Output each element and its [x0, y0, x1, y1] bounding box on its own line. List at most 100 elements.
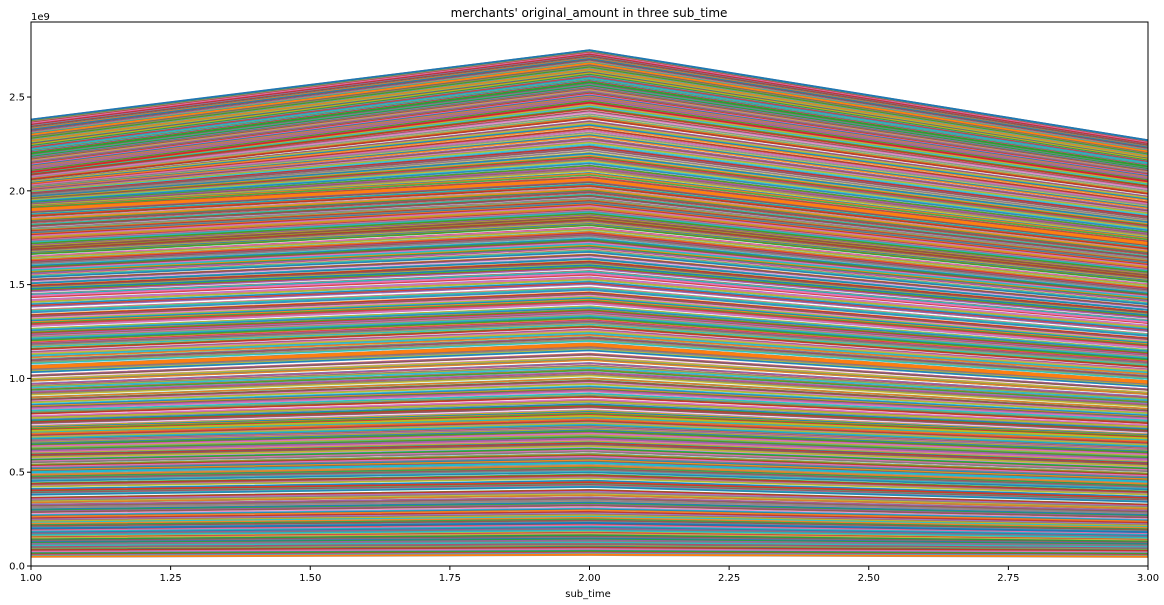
merchant-line: [31, 79, 1148, 166]
merchant-line: [31, 309, 1148, 354]
merchant-line: [31, 235, 1148, 292]
merchant-line: [31, 219, 1148, 279]
merchant-line: [31, 450, 1148, 472]
series-line: [31, 414, 1148, 440]
merchant-line: [31, 212, 1148, 273]
merchant-line: [31, 211, 1148, 272]
merchant-line: [31, 437, 1148, 460]
merchant-line: [31, 502, 1148, 517]
merchant-line: [31, 241, 1148, 298]
x-tick-label: 1.00: [20, 573, 42, 584]
merchant-line: [31, 458, 1148, 480]
merchant-line: [31, 418, 1148, 443]
merchant-line: [31, 332, 1148, 374]
merchant-line: [31, 227, 1148, 286]
merchant-line: [31, 111, 1148, 190]
merchant-line: [31, 90, 1148, 174]
merchant-line: [31, 439, 1148, 462]
series-line: [31, 272, 1148, 323]
merchant-line: [31, 298, 1148, 345]
merchant-line: [31, 486, 1148, 503]
merchant-line: [31, 323, 1148, 366]
merchant-line: [31, 540, 1148, 547]
merchant-line: [31, 253, 1148, 308]
merchant-line: [31, 287, 1148, 336]
merchant-line: [31, 201, 1148, 263]
merchant-line: [31, 203, 1148, 266]
merchant-line: [31, 166, 1148, 235]
merchant-line: [31, 223, 1148, 282]
merchant-line: [31, 195, 1148, 258]
y-tick-label: 0.0: [9, 562, 25, 573]
merchant-line: [31, 83, 1148, 169]
series-line: [31, 101, 1148, 183]
merchant-line: [31, 283, 1148, 332]
merchant-line: [31, 447, 1148, 470]
merchant-line: [31, 449, 1148, 472]
merchant-line: [31, 297, 1148, 344]
merchant-line: [31, 504, 1148, 519]
merchant-line: [31, 454, 1148, 476]
merchant-line: [31, 199, 1148, 262]
merchant-line: [31, 533, 1148, 542]
x-tick-label: 2.25: [718, 573, 740, 584]
merchant-line: [31, 469, 1148, 489]
merchant-line: [31, 509, 1148, 523]
merchant-line: [31, 383, 1148, 414]
x-tick-label: 1.75: [439, 573, 461, 584]
merchant-line: [31, 329, 1148, 371]
merchant-line: [31, 338, 1148, 379]
axes: 1.00 1.25 1.50 1.75 2.00 2.25 2.50 2.75 3.00 0.0 0…: [9, 21, 1159, 584]
merchant-line: [31, 294, 1148, 342]
y-tick-label: 2.0: [9, 186, 25, 197]
merchant-line: [31, 251, 1148, 306]
merchant-line: [31, 319, 1148, 363]
merchant-line: [31, 84, 1148, 170]
merchant-line: [31, 506, 1148, 520]
merchant-line: [31, 299, 1148, 346]
series-line: [31, 216, 1148, 277]
merchant-line: [31, 429, 1148, 453]
merchant-line: [31, 131, 1148, 207]
series-line: [31, 521, 1148, 534]
series-line: [31, 178, 1148, 245]
series-lines: [31, 49, 1148, 558]
merchant-line: [31, 390, 1148, 420]
merchant-line: [31, 98, 1148, 180]
merchant-line: [31, 302, 1148, 348]
merchant-line: [31, 389, 1148, 419]
merchant-line: [31, 380, 1148, 412]
merchant-line: [31, 357, 1148, 394]
merchant-line: [31, 413, 1148, 439]
x-axis-title: sub_time: [565, 589, 611, 600]
merchant-line: [31, 345, 1148, 385]
merchant-line: [31, 359, 1148, 395]
merchant-line: [31, 55, 1148, 147]
merchant-line: [31, 482, 1148, 500]
merchant-line: [31, 386, 1148, 417]
merchant-line: [31, 243, 1148, 299]
merchant-line: [31, 156, 1148, 227]
merchant-line: [31, 538, 1148, 546]
merchant-line: [31, 58, 1148, 150]
series-line: [31, 343, 1148, 384]
y-offset-label: 1e9: [31, 12, 50, 23]
merchant-line: [31, 442, 1148, 465]
merchant-line: [31, 373, 1148, 407]
merchant-line: [31, 501, 1148, 516]
merchant-line: [31, 278, 1148, 328]
merchant-line: [31, 330, 1148, 372]
merchant-line: [31, 498, 1148, 513]
merchant-line: [31, 347, 1148, 386]
merchant-line: [31, 548, 1148, 553]
series-line: [31, 81, 1148, 168]
merchant-line: [31, 457, 1148, 478]
chart-title: merchants' original_amount in three sub_…: [451, 6, 728, 20]
merchant-line: [31, 105, 1148, 186]
series-line: [31, 461, 1148, 483]
merchant-line: [31, 525, 1148, 536]
merchant-line: [31, 510, 1148, 524]
merchant-line: [31, 477, 1148, 496]
